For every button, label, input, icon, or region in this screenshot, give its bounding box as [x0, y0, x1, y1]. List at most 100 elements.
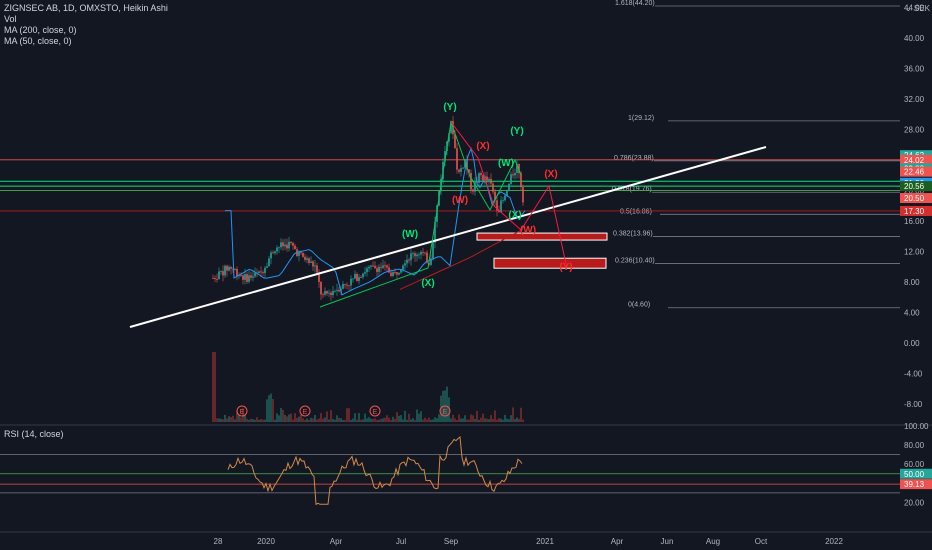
- candle-body: [248, 275, 250, 282]
- volume-bar: [490, 415, 492, 422]
- candle-body: [374, 265, 376, 269]
- candle-body: [224, 265, 226, 276]
- x-tick-label: Jul: [396, 537, 406, 546]
- rsi-y-tick: 100.00: [904, 422, 929, 431]
- volume-bar: [246, 418, 248, 422]
- volume-bar: [476, 410, 478, 422]
- candle-body: [252, 276, 254, 278]
- volume-bar: [402, 419, 404, 422]
- volume-bar: [256, 417, 258, 422]
- candle-body: [404, 263, 406, 266]
- y-tick-label: -4.00: [904, 369, 923, 378]
- volume-bar: [294, 413, 296, 422]
- volume-bar: [218, 418, 220, 422]
- volume-bar: [370, 418, 372, 422]
- candle-body: [342, 283, 344, 289]
- y-tick-label: 44.00: [904, 4, 925, 13]
- fib-level-label: 0.786(23.88): [614, 155, 654, 162]
- volume-bar: [384, 417, 386, 422]
- volume-bar: [320, 413, 322, 422]
- volume-bar: [456, 419, 458, 422]
- trend-line: [129, 146, 767, 328]
- volume-bar: [474, 418, 476, 422]
- rsi-label-text: 50.00: [904, 470, 925, 479]
- volume-bar: [436, 418, 438, 422]
- candle-body: [310, 261, 312, 263]
- volume-bar: [508, 419, 510, 422]
- volume-bar: [330, 410, 332, 422]
- volume-bar: [298, 416, 300, 422]
- volume-bar: [268, 395, 270, 422]
- candle-body: [300, 251, 302, 253]
- volume-bar: [468, 419, 470, 422]
- candle-body: [280, 242, 282, 248]
- candle-body: [244, 274, 246, 280]
- candle-body: [458, 169, 460, 172]
- volume-bar: [366, 418, 368, 422]
- wave-label: (X): [421, 278, 434, 289]
- volume-bar: [454, 418, 456, 422]
- volume-bar: [408, 413, 410, 422]
- candle-body: [420, 251, 422, 255]
- volume-bar: [358, 413, 360, 422]
- volume-bar: [504, 414, 506, 422]
- volume-bar: [376, 419, 378, 422]
- volume-bar: [264, 419, 266, 422]
- candle-body: [510, 174, 512, 184]
- volume-bar: [516, 417, 518, 422]
- rsi-label-box: [900, 479, 932, 490]
- candle-body: [466, 159, 468, 170]
- rsi-label-box: [900, 468, 932, 479]
- candle-body: [384, 265, 386, 267]
- candle-body: [290, 241, 292, 243]
- candle-body: [456, 148, 458, 170]
- candle-body: [236, 269, 238, 277]
- y-tick-label: 36.00: [904, 64, 925, 73]
- candle-body: [288, 241, 290, 249]
- volume-bar: [434, 417, 436, 422]
- volume-bar: [300, 414, 302, 422]
- candle-body: [398, 272, 400, 275]
- volume-bar: [448, 397, 450, 422]
- y-tick-label: 28.00: [904, 125, 925, 134]
- volume-bar: [428, 417, 430, 422]
- candle-body: [444, 151, 446, 162]
- volume-bar: [520, 407, 522, 422]
- wave-label: (W): [498, 158, 514, 169]
- candle-body: [522, 187, 524, 203]
- volume-bar: [484, 418, 486, 422]
- ma200-label: MA (200, close, 0): [4, 25, 77, 35]
- candle-body: [286, 244, 288, 249]
- candle-body: [388, 267, 390, 273]
- price-label-text: 20.56: [904, 182, 925, 191]
- volume-bar: [222, 419, 224, 422]
- earnings-marker-label: E: [240, 409, 245, 416]
- volume-bar: [378, 419, 380, 422]
- candle-body: [412, 253, 414, 255]
- candle-body: [336, 289, 338, 291]
- y-tick-label: 40.00: [904, 34, 925, 43]
- volume-bar: [462, 418, 464, 422]
- candle-body: [490, 178, 492, 184]
- candle-body: [334, 290, 336, 292]
- volume-bar: [224, 414, 226, 422]
- volume-bar: [432, 419, 434, 422]
- candle-body: [382, 265, 384, 268]
- volume-bar: [400, 415, 402, 422]
- y-tick-label: 12.00: [904, 247, 925, 256]
- candle-body: [386, 265, 388, 268]
- volume-bar: [422, 419, 424, 422]
- candle-body: [312, 261, 314, 267]
- candle-body: [430, 258, 432, 265]
- price-label-box: [900, 166, 932, 177]
- candle-body: [498, 210, 500, 213]
- volume-bar: [388, 417, 390, 422]
- volume-bar: [302, 418, 304, 422]
- volume-bar: [466, 419, 468, 422]
- rsi-y-tick: 60.00: [904, 460, 925, 469]
- volume-bar: [314, 414, 316, 422]
- wave-label: (Y): [559, 262, 572, 273]
- y-tick-label: 16.00: [904, 217, 925, 226]
- volume-bar: [276, 413, 278, 422]
